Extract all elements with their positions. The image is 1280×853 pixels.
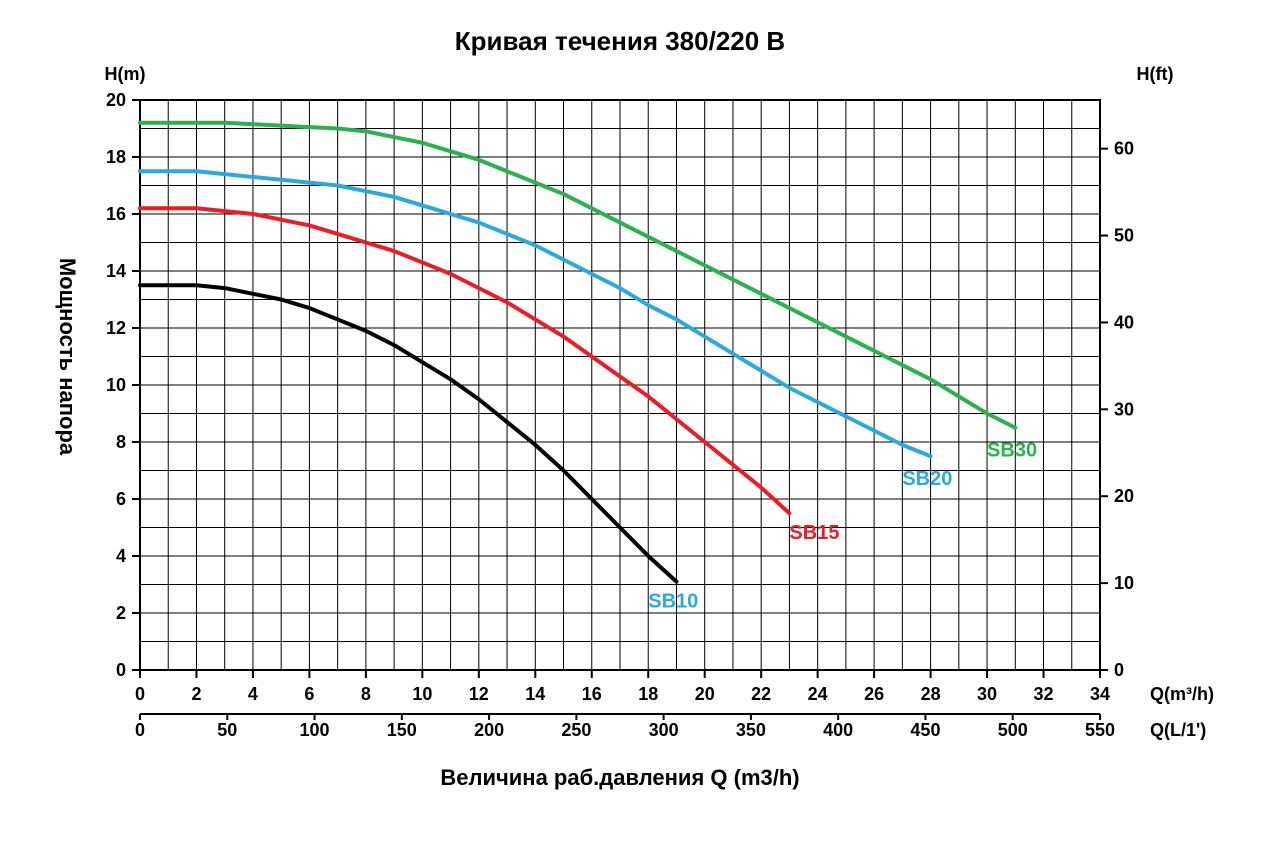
x1-unit: Q(m³/h) <box>1150 684 1214 704</box>
series-label-SB10: SB10 <box>648 590 698 612</box>
y-left-tick-label: 12 <box>106 318 126 338</box>
x1-tick-label: 28 <box>921 684 941 704</box>
y-left-tick-label: 6 <box>116 489 126 509</box>
y-left-tick-label: 4 <box>116 546 126 566</box>
x2-tick-label: 500 <box>998 720 1028 740</box>
y-right-unit: H(ft) <box>1137 64 1174 84</box>
x1-tick-label: 20 <box>695 684 715 704</box>
series-label-SB15: SB15 <box>789 522 839 544</box>
x2-tick-label: 550 <box>1085 720 1115 740</box>
y-right-tick-label: 40 <box>1114 312 1134 332</box>
x2-tick-label: 100 <box>300 720 330 740</box>
x2-tick-label: 150 <box>387 720 417 740</box>
x2-tick-label: 250 <box>561 720 591 740</box>
x1-tick-label: 34 <box>1090 684 1110 704</box>
x1-tick-label: 12 <box>469 684 489 704</box>
y-right-tick-label: 30 <box>1114 399 1134 419</box>
x2-tick-label: 0 <box>135 720 145 740</box>
x1-tick-label: 8 <box>361 684 371 704</box>
y-left-unit: H(m) <box>105 64 146 84</box>
y-left-tick-label: 20 <box>106 90 126 110</box>
x1-tick-label: 10 <box>412 684 432 704</box>
y-left-tick-label: 0 <box>116 660 126 680</box>
x1-tick-label: 30 <box>977 684 997 704</box>
x2-unit: Q(L/1') <box>1150 720 1206 740</box>
y-axis-label: Мощность напора <box>55 258 80 456</box>
y-right-tick-label: 20 <box>1114 486 1134 506</box>
x1-tick-label: 14 <box>525 684 545 704</box>
y-left-tick-label: 16 <box>106 204 126 224</box>
y-right-tick-label: 50 <box>1114 226 1134 246</box>
y-left-tick-label: 8 <box>116 432 126 452</box>
y-left-tick-label: 14 <box>106 261 126 281</box>
x2-tick-label: 350 <box>736 720 766 740</box>
x1-tick-label: 26 <box>864 684 884 704</box>
y-left-tick-label: 10 <box>106 375 126 395</box>
x1-tick-label: 6 <box>304 684 314 704</box>
y-left-tick-label: 18 <box>106 147 126 167</box>
x2-tick-label: 400 <box>823 720 853 740</box>
x1-tick-label: 24 <box>808 684 828 704</box>
x1-tick-label: 2 <box>191 684 201 704</box>
x2-tick-label: 450 <box>910 720 940 740</box>
x1-tick-label: 32 <box>1034 684 1054 704</box>
x-axis-label: Величина раб.давления Q (m3/h) <box>440 765 799 790</box>
series-label-SB30: SB30 <box>987 439 1037 461</box>
x2-tick-label: 50 <box>217 720 237 740</box>
pump-curve-chart: Кривая течения 380/220 ВH(m)H(ft)0246810… <box>0 0 1280 853</box>
y-right-tick-label: 10 <box>1114 573 1134 593</box>
series-label-SB20: SB20 <box>902 468 952 490</box>
x1-tick-label: 18 <box>638 684 658 704</box>
x1-tick-label: 16 <box>582 684 602 704</box>
x1-tick-label: 0 <box>135 684 145 704</box>
x1-tick-label: 4 <box>248 684 258 704</box>
y-right-tick-label: 0 <box>1114 660 1124 680</box>
y-right-tick-label: 60 <box>1114 139 1134 159</box>
x2-tick-label: 300 <box>649 720 679 740</box>
x1-tick-label: 22 <box>751 684 771 704</box>
y-left-tick-label: 2 <box>116 603 126 623</box>
x2-tick-label: 200 <box>474 720 504 740</box>
chart-title: Кривая течения 380/220 В <box>455 26 785 56</box>
